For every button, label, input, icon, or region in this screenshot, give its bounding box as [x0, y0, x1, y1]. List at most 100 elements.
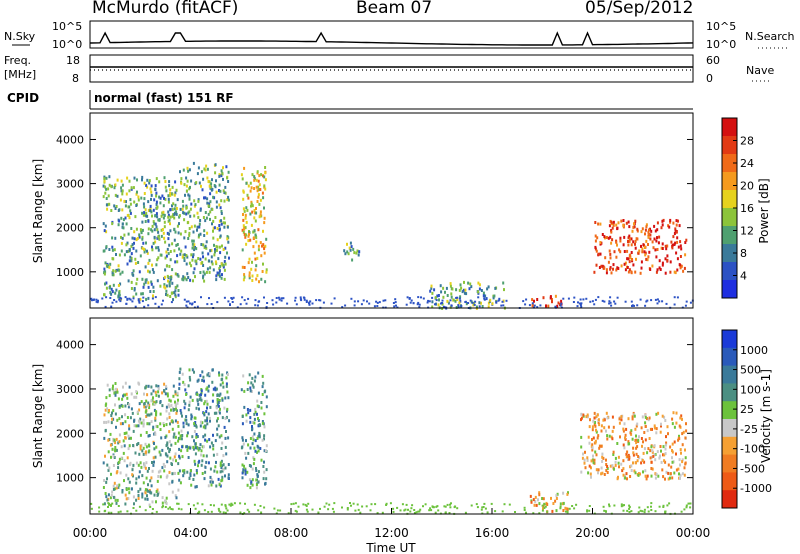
velocity-cell: [165, 386, 168, 390]
power-cell: [182, 204, 185, 208]
velocity-cell: [148, 406, 151, 410]
velocity-cell: [679, 448, 682, 452]
power-cell: [177, 231, 180, 235]
velocity-cell: [680, 414, 683, 418]
power-ground-cell: [500, 304, 503, 307]
velocity-ground-cell: [429, 507, 432, 510]
power-cell: [656, 228, 659, 232]
velocity-cell: [161, 448, 164, 452]
velocity-cell: [157, 475, 160, 478]
power-ground-cell: [483, 298, 486, 301]
power-cell: [213, 226, 216, 230]
velocity-cell: [130, 407, 133, 411]
velocity-ground-cell: [180, 508, 183, 511]
power-cell: [657, 241, 660, 245]
power-cell: [140, 196, 143, 200]
power-cell: [221, 172, 224, 176]
power-cell: [242, 213, 244, 216]
power-ground-cell: [417, 296, 420, 299]
velocity-cell: [190, 413, 193, 417]
power-cell: [148, 270, 151, 274]
power-cell: [605, 268, 608, 272]
power-cell: [167, 200, 170, 204]
velocity-cell: [655, 472, 658, 476]
velocity-cell: [142, 418, 145, 422]
velocity-ground-cell: [177, 502, 180, 505]
power-cell: [258, 188, 261, 192]
power-cell: [145, 211, 148, 215]
velocity-cell: [142, 481, 145, 485]
velocity-cell: [226, 373, 229, 376]
velocity-cell: [251, 467, 254, 471]
velocity-cell: [137, 442, 140, 445]
velocity-cell: [202, 375, 205, 379]
power-ground-cell: [478, 305, 481, 308]
velocity-cell: [170, 462, 173, 466]
velocity-ground-cell: [413, 509, 416, 511]
power-cell: [209, 249, 212, 253]
power-cell: [244, 235, 247, 239]
velocity-cell: [663, 415, 666, 419]
power-cell: [661, 263, 664, 267]
velocity-cell: [165, 405, 168, 409]
velocity-ground-cell: [586, 509, 589, 512]
velocity-cell: [618, 465, 620, 469]
power-cell: [110, 209, 113, 212]
power-ground-cell: [591, 300, 594, 303]
velocity-cell: [154, 401, 157, 405]
velocity-cell: [174, 419, 177, 423]
power-cell: [175, 210, 178, 214]
power-cell: [191, 246, 194, 250]
velocity-cell: [208, 372, 211, 376]
power-cell: [220, 210, 223, 213]
power-ground-cell: [104, 305, 107, 308]
power-cell: [442, 295, 445, 299]
power-cell: [551, 300, 553, 304]
power-cell: [146, 214, 149, 218]
velocity-cell: [114, 382, 117, 385]
velocity-cell: [103, 413, 106, 417]
power-cell: [173, 227, 176, 231]
velocity-cell: [115, 425, 117, 429]
velocity-cell: [181, 414, 183, 418]
velocity-ground-cell: [90, 502, 93, 505]
power-cell: [604, 256, 607, 260]
velocity-ground-cell: [415, 511, 418, 514]
power-cell: [184, 193, 186, 197]
velocity-cell: [216, 400, 219, 404]
velocity-cell: [196, 393, 199, 396]
power-ground-cell: [650, 299, 653, 302]
power-cell: [630, 251, 633, 254]
velocity-cell: [600, 429, 603, 433]
velocity-cell: [189, 474, 192, 477]
velocity-cell: [635, 424, 638, 428]
velocity-cell: [148, 467, 150, 470]
power-cell: [206, 267, 209, 271]
velocity-cell: [183, 469, 186, 473]
power-cell: [618, 248, 621, 252]
power-ground-cell: [395, 304, 397, 307]
power-cell: [458, 288, 461, 292]
power-cell: [653, 224, 656, 228]
velocity-ylabel: Slant Range [km]: [31, 364, 45, 468]
velocity-cell: [165, 502, 168, 506]
power-ground-cell: [393, 305, 396, 308]
power-cell: [120, 186, 123, 190]
velocity-cell: [644, 469, 647, 473]
power-cell: [102, 195, 105, 199]
velocity-ground-cell: [107, 502, 110, 505]
power-ground-cell: [128, 297, 131, 300]
velocity-ground-cell: [210, 510, 213, 513]
power-cell: [261, 244, 263, 248]
velocity-cell: [260, 406, 263, 410]
power-cell: [356, 249, 359, 253]
power-cell: [185, 262, 188, 266]
power-ground-cell: [239, 303, 242, 306]
velocity-cell: [605, 463, 608, 466]
velocity-ground-cell: [356, 503, 359, 506]
power-ground-cell: [676, 296, 679, 299]
power-cell: [183, 236, 186, 240]
velocity-ground-cell: [444, 511, 447, 514]
power-ground-cell: [376, 305, 379, 307]
power-cell: [351, 258, 354, 262]
